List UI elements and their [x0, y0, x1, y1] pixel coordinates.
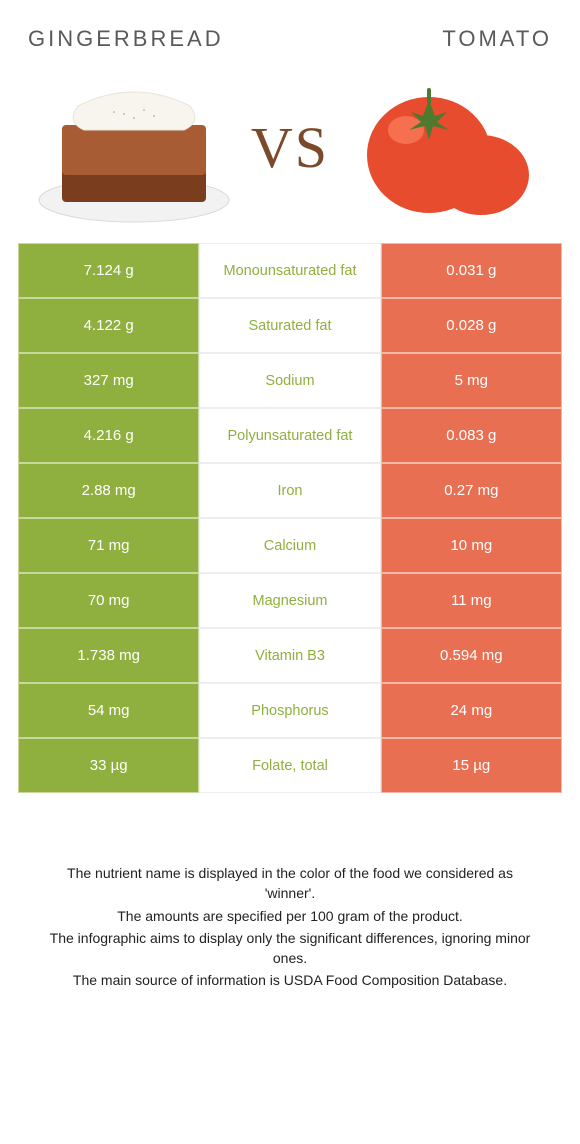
nutrient-label: Calcium: [199, 518, 380, 573]
table-row: 33 µgFolate, total15 µg: [18, 738, 562, 793]
right-value: 10 mg: [381, 518, 562, 573]
left-value: 7.124 g: [18, 243, 199, 298]
left-value: 2.88 mg: [18, 463, 199, 518]
nutrient-label: Polyunsaturated fat: [199, 408, 380, 463]
footer-line: The nutrient name is displayed in the co…: [40, 863, 540, 904]
nutrient-label: Sodium: [199, 353, 380, 408]
tomato-image: [346, 70, 546, 225]
table-row: 2.88 mgIron0.27 mg: [18, 463, 562, 518]
nutrient-label: Phosphorus: [199, 683, 380, 738]
left-value: 70 mg: [18, 573, 199, 628]
left-value: 327 mg: [18, 353, 199, 408]
right-value: 24 mg: [381, 683, 562, 738]
table-row: 7.124 gMonounsaturated fat0.031 g: [18, 243, 562, 298]
nutrient-label: Vitamin B3: [199, 628, 380, 683]
table-row: 4.122 gSaturated fat0.028 g: [18, 298, 562, 353]
footer-line: The amounts are specified per 100 gram o…: [40, 906, 540, 926]
title-left: GINGERBREAD: [28, 26, 224, 52]
right-value: 11 mg: [381, 573, 562, 628]
nutrient-label: Iron: [199, 463, 380, 518]
right-value: 0.031 g: [381, 243, 562, 298]
footer-notes: The nutrient name is displayed in the co…: [18, 793, 562, 991]
left-value: 71 mg: [18, 518, 199, 573]
left-value: 33 µg: [18, 738, 199, 793]
nutrient-label: Magnesium: [199, 573, 380, 628]
left-value: 1.738 mg: [18, 628, 199, 683]
right-value: 0.028 g: [381, 298, 562, 353]
nutrient-label: Saturated fat: [199, 298, 380, 353]
right-value: 15 µg: [381, 738, 562, 793]
nutrient-label: Folate, total: [199, 738, 380, 793]
left-value: 54 mg: [18, 683, 199, 738]
nutrient-table: 7.124 gMonounsaturated fat0.031 g4.122 g…: [18, 243, 562, 793]
hero-row: VS: [18, 70, 562, 243]
right-value: 0.083 g: [381, 408, 562, 463]
vs-label: VS: [251, 114, 329, 181]
nutrient-label: Monounsaturated fat: [199, 243, 380, 298]
right-value: 0.594 mg: [381, 628, 562, 683]
titles-row: GINGERBREAD TOMATO: [18, 20, 562, 70]
table-row: 54 mgPhosphorus24 mg: [18, 683, 562, 738]
footer-line: The infographic aims to display only the…: [40, 928, 540, 969]
footer-line: The main source of information is USDA F…: [40, 970, 540, 990]
left-value: 4.122 g: [18, 298, 199, 353]
right-value: 5 mg: [381, 353, 562, 408]
table-row: 70 mgMagnesium11 mg: [18, 573, 562, 628]
left-value: 4.216 g: [18, 408, 199, 463]
gingerbread-image: [34, 70, 234, 225]
right-value: 0.27 mg: [381, 463, 562, 518]
table-row: 71 mgCalcium10 mg: [18, 518, 562, 573]
table-row: 4.216 gPolyunsaturated fat0.083 g: [18, 408, 562, 463]
table-row: 1.738 mgVitamin B30.594 mg: [18, 628, 562, 683]
title-right: TOMATO: [442, 26, 552, 52]
table-row: 327 mgSodium5 mg: [18, 353, 562, 408]
